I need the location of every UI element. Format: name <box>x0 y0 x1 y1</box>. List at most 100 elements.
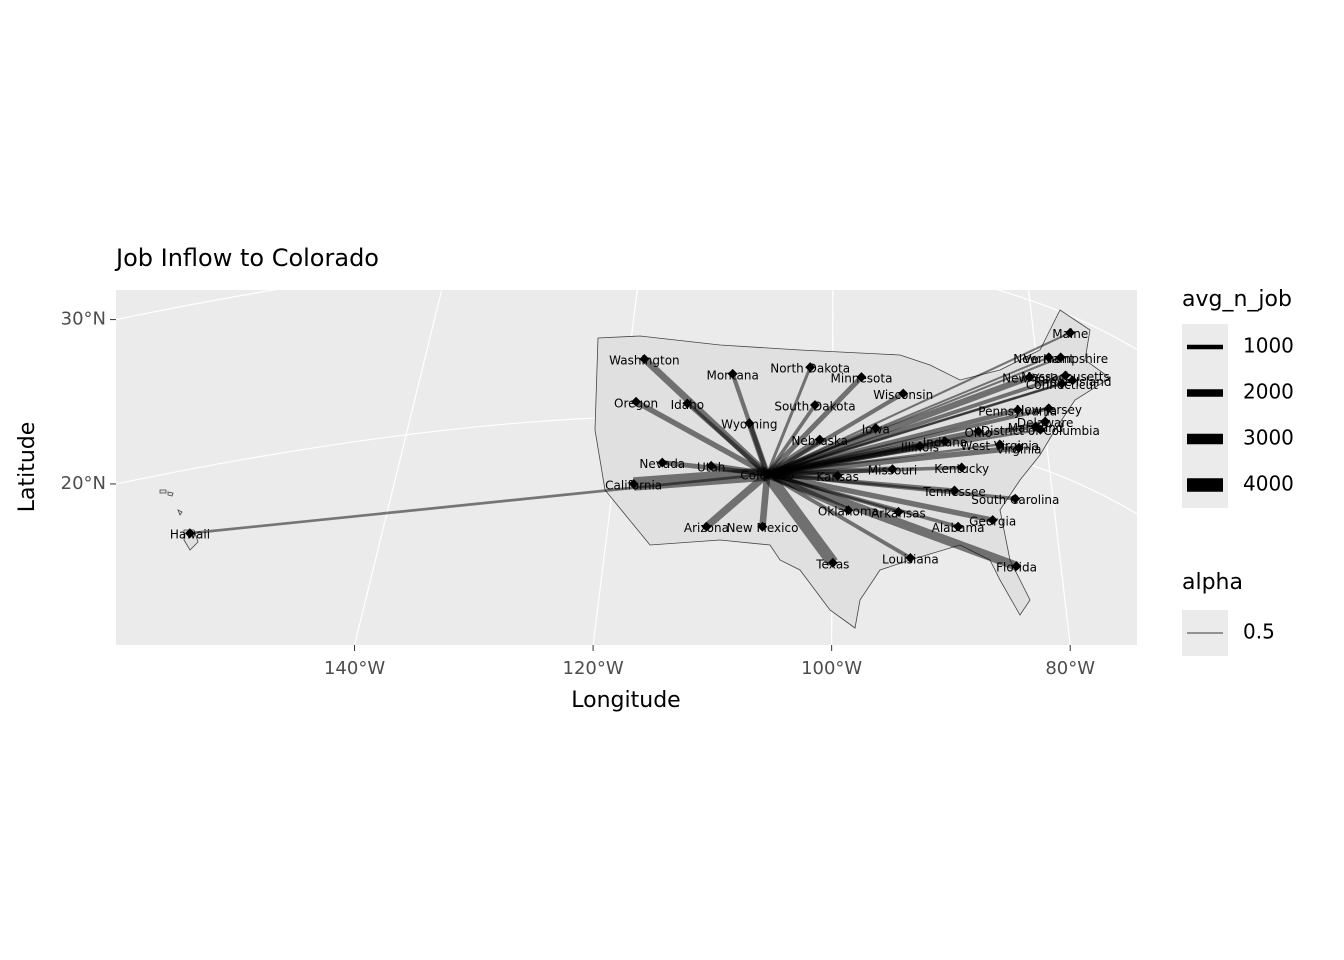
state-point <box>657 457 668 468</box>
state-label: Maine <box>1052 327 1088 341</box>
state-label: South Carolina <box>971 493 1059 507</box>
state-label: Illinois <box>901 441 939 455</box>
legend-label: 1000 <box>1243 334 1294 358</box>
flow-line <box>746 422 771 476</box>
state-label: Texas <box>815 557 849 571</box>
flow-line <box>766 379 1073 476</box>
state-label: Minnesota <box>831 372 893 386</box>
state-label: Hawaii <box>170 528 210 542</box>
state-point <box>1011 561 1022 572</box>
flow-line <box>762 470 838 567</box>
state-label: New York <box>1002 372 1057 386</box>
flow-line <box>765 404 817 476</box>
state-point <box>905 552 916 563</box>
state-label: South Dakota <box>774 400 855 414</box>
flow-line <box>766 406 1050 476</box>
flow-line <box>765 366 812 475</box>
state-label: Washington <box>609 354 680 368</box>
state-label: New Mexico <box>727 521 799 535</box>
x-tick-label: 140°W <box>324 658 385 679</box>
state-label: Indiana <box>923 436 967 450</box>
state-point <box>727 368 738 379</box>
state-label: New Hampshire <box>1013 352 1108 366</box>
state-label: Arizona <box>684 521 729 535</box>
state-point <box>956 462 967 473</box>
legend-label: 0.5 <box>1243 620 1275 644</box>
state-point <box>1010 493 1021 504</box>
state-label: Arkansas <box>871 506 926 520</box>
state-label: Tennessee <box>922 485 986 499</box>
hub-label: Colorado <box>740 469 794 483</box>
state-point <box>1043 352 1054 363</box>
flow-line <box>189 472 768 535</box>
state-point <box>1056 378 1067 389</box>
y-tick-label: 30°N <box>61 309 106 330</box>
state-label: Utah <box>697 460 725 474</box>
state-point <box>810 400 820 410</box>
flow-line <box>765 469 1019 571</box>
grid-line <box>353 289 443 646</box>
state-label: Missouri <box>868 464 917 478</box>
flow-line <box>766 472 912 560</box>
state-label: Virginia <box>996 442 1041 456</box>
state-point <box>1012 405 1023 415</box>
state-point <box>1067 375 1078 386</box>
state-point <box>1013 442 1024 453</box>
state-label: Connecticut <box>1026 378 1098 392</box>
y-axis-label: Latitude <box>15 422 40 513</box>
state-point <box>973 426 984 437</box>
state-point <box>1043 403 1054 414</box>
state-label: Montana <box>706 368 758 382</box>
x-tick-label: 120°W <box>563 658 624 679</box>
state-point <box>827 557 838 568</box>
state-point <box>805 362 816 373</box>
x-tick-label: 80°W <box>1045 658 1095 679</box>
state-label: Wisconsin <box>873 388 933 402</box>
state-point <box>914 441 925 452</box>
state-label: Alabama <box>932 521 985 535</box>
state-label: Nevada <box>639 457 685 471</box>
flow-line <box>766 445 1020 477</box>
state-label: Maryland <box>1008 421 1064 435</box>
state-point <box>898 388 909 399</box>
flow-line <box>766 331 1071 476</box>
x-tick-label: 100°W <box>801 658 862 679</box>
state-label: Vermont <box>1023 352 1074 366</box>
x-axis-label: Longitude <box>571 688 680 713</box>
state-point <box>856 372 867 383</box>
state-point <box>1065 327 1076 338</box>
legend-label: 4000 <box>1243 472 1294 496</box>
state-point <box>893 506 904 517</box>
flow-line <box>685 401 769 476</box>
state-label: Delaware <box>1017 416 1074 430</box>
state-label: Ohio <box>964 426 992 440</box>
flow-line <box>767 428 1041 476</box>
flow-line <box>634 399 769 477</box>
state-label: Kentucky <box>934 462 989 476</box>
state-label: Georgia <box>969 515 1016 529</box>
state-point <box>631 396 641 407</box>
state-point <box>1035 424 1046 435</box>
state-label: Oregon <box>614 396 658 410</box>
state-point <box>744 418 755 429</box>
legend-title: alpha <box>1182 570 1243 595</box>
state-point <box>949 485 960 496</box>
legend-label: 2000 <box>1243 380 1294 404</box>
state-point <box>987 515 998 526</box>
state-label: North Dakota <box>770 362 850 376</box>
state-label: Massachusetts <box>1021 370 1110 384</box>
flow-line <box>765 375 864 476</box>
grid-line <box>115 250 1138 351</box>
state-point <box>953 521 964 532</box>
state-point <box>628 478 639 489</box>
state-label: Louisiana <box>882 552 939 566</box>
flow-line <box>767 472 1016 501</box>
state-point <box>682 398 693 409</box>
state-label: Florida <box>996 561 1037 575</box>
state-point <box>1060 370 1071 381</box>
state-point <box>940 436 950 447</box>
flow-line <box>766 471 994 523</box>
state-point <box>887 464 898 475</box>
state-label: District of Columbia <box>981 424 1100 438</box>
